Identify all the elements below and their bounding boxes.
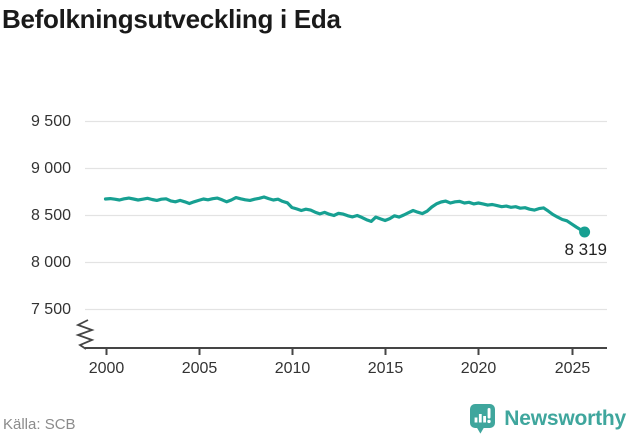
x-axis-tick-label: 2015 <box>368 360 404 377</box>
newsworthy-logo: Newsworthy <box>469 403 626 435</box>
page-title: Befolkningsutveckling i Eda <box>2 4 341 34</box>
y-axis-tick-label: 9 000 <box>31 160 71 177</box>
y-axis-tick-label: 7 500 <box>31 301 71 318</box>
y-axis-tick-label: 8 500 <box>31 207 71 224</box>
newsworthy-wordmark: Newsworthy <box>504 407 626 430</box>
source-label: Källa: SCB <box>3 416 76 433</box>
x-axis-tick-label: 2010 <box>275 360 311 377</box>
last-point-marker <box>579 226 591 238</box>
last-value-label: 8 319 <box>564 240 607 259</box>
x-axis-tick-label: 2000 <box>89 360 125 377</box>
x-axis-tick-label: 2005 <box>182 360 218 377</box>
population-line-series <box>103 195 587 234</box>
newsworthy-speech-bubble-chart-icon <box>470 404 496 434</box>
x-axis-tick-label: 2020 <box>461 360 497 377</box>
y-axis-tick-label: 8 000 <box>31 254 71 271</box>
y-axis-break-icon <box>75 319 95 350</box>
y-axis-tick-label: 9 500 <box>31 113 71 130</box>
x-axis-tick-label: 2025 <box>555 360 591 377</box>
